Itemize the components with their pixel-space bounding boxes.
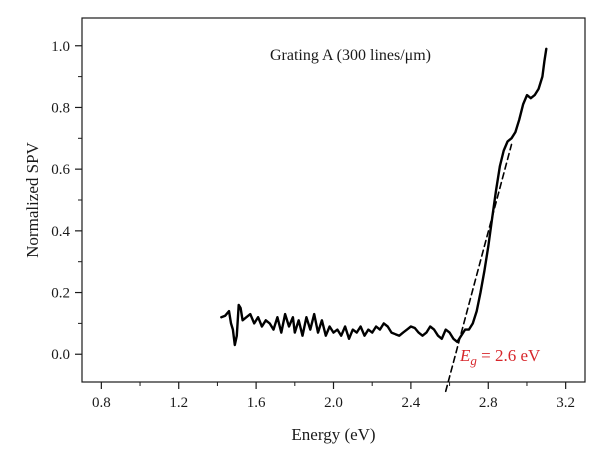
- bandgap-subscript: g: [470, 353, 477, 368]
- x-tick-label: 0.8: [92, 395, 111, 411]
- y-tick-label: 0.4: [51, 224, 70, 240]
- y-tick-label: 0.2: [51, 286, 70, 302]
- y-tick-label: 1.0: [51, 39, 70, 55]
- plot-area: [81, 17, 586, 383]
- bandgap-label: Eg = 2.6 eV: [459, 346, 541, 368]
- x-tick-label: 3.2: [556, 395, 575, 411]
- y-tick-label: 0.0: [51, 347, 70, 363]
- x-axis-title: Energy (eV): [291, 425, 375, 444]
- y-tick-label: 0.8: [51, 100, 70, 116]
- bandgap-symbol: E: [459, 346, 471, 365]
- x-axis: 0.8 1.2 1.6 2.0 2.4 2.8 3.2: [92, 382, 575, 411]
- x-tick-label: 2.0: [324, 395, 343, 411]
- bandgap-value: = 2.6 eV: [477, 346, 541, 365]
- tangent-fit-line: [444, 143, 513, 393]
- x-tick-label: 2.4: [402, 395, 421, 411]
- y-axis: 0.0 0.2 0.4 0.6 0.8 1.0: [51, 39, 82, 363]
- series-layer: [220, 47, 548, 393]
- x-tick-label: 1.2: [169, 395, 188, 411]
- plot-frame: [81, 17, 586, 383]
- y-axis-title: Normalized SPV: [23, 141, 42, 257]
- grating-annotation: Grating A (300 lines/μm): [270, 47, 431, 64]
- y-tick-label: 0.6: [51, 162, 70, 178]
- x-tick-label: 2.8: [479, 395, 498, 411]
- x-tick-label: 1.6: [247, 395, 266, 411]
